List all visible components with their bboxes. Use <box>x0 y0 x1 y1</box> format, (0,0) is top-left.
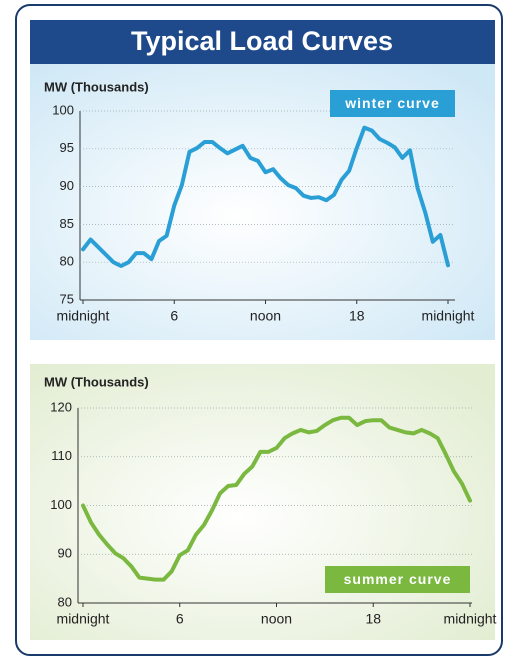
summer-panel <box>30 364 495 640</box>
x-tick-label: midnight <box>57 308 110 324</box>
x-tick-label: noon <box>250 308 281 324</box>
curve-label: winter curve <box>344 95 439 111</box>
y-tick-label: 85 <box>60 216 74 231</box>
title-band <box>30 20 495 64</box>
curve-badge <box>325 566 470 593</box>
load-line <box>81 125 450 268</box>
frame <box>15 4 503 656</box>
y-tick-label: 75 <box>60 291 74 306</box>
x-tick-label: 6 <box>170 308 178 324</box>
title: Typical Load Curves <box>131 26 393 56</box>
y-tick-label: 110 <box>51 448 72 463</box>
x-tick-label: midnight <box>422 308 475 324</box>
x-tick-label: midnight <box>57 611 110 627</box>
y-tick-label: 80 <box>58 594 72 609</box>
y-tick-label: 100 <box>52 102 74 117</box>
y-axis-label: MW (Thousands) <box>44 374 149 389</box>
x-tick-label: 18 <box>349 308 365 324</box>
load-line <box>81 415 472 582</box>
curve-label: summer curve <box>344 571 452 587</box>
x-tick-label: 18 <box>365 611 381 627</box>
y-tick-label: 120 <box>50 399 72 414</box>
y-tick-label: 100 <box>50 497 72 512</box>
y-tick-label: 90 <box>60 178 74 193</box>
y-tick-label: 90 <box>58 546 72 561</box>
curve-badge <box>330 90 455 117</box>
y-axis-label: MW (Thousands) <box>44 79 149 94</box>
y-tick-label: 95 <box>60 140 74 155</box>
x-tick-label: 6 <box>176 611 184 627</box>
x-tick-label: noon <box>261 611 292 627</box>
x-tick-label: midnight <box>444 611 497 627</box>
y-tick-label: 80 <box>60 254 74 269</box>
